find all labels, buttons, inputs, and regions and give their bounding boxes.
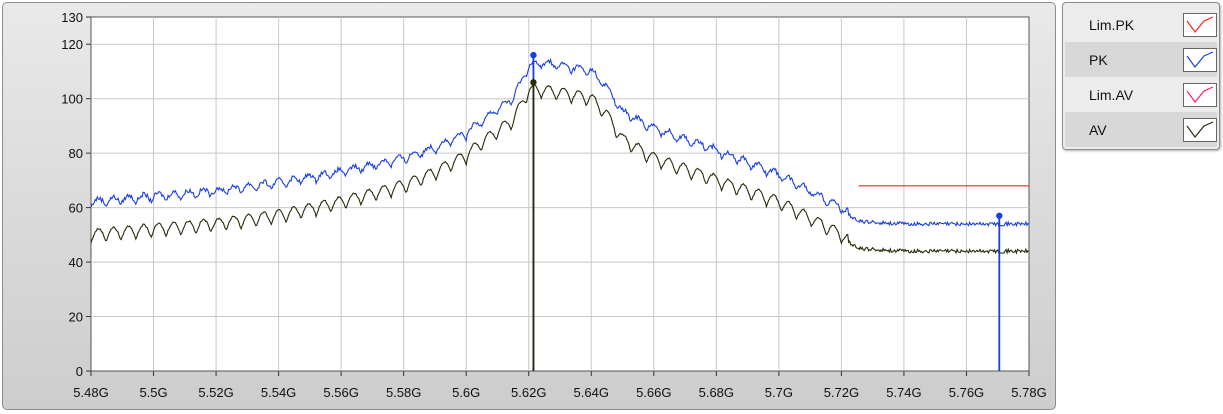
legend-line-sample <box>1186 50 1214 68</box>
y-tick-label: 0 <box>76 364 83 379</box>
series-layer <box>90 57 1030 255</box>
y-tick-label: 100 <box>61 92 83 107</box>
graph-frame: 0 20 40 60 80 100 120 130 5.48G 5.5G 5.52G 5.54G 5.5… <box>2 2 1056 410</box>
marker-point-pk <box>996 212 1003 219</box>
marker-point-pk <box>530 51 537 59</box>
marker-point-av <box>530 79 537 86</box>
legend-swatch-icon <box>1183 117 1217 142</box>
legend-swatch-icon <box>1183 47 1217 72</box>
x-tick-label: 5.64G <box>574 385 609 400</box>
series-pk-line <box>90 57 1030 228</box>
spectrum-plot[interactable]: 0 20 40 60 80 100 120 130 5.48G 5.5G 5.52G 5.54G 5.5… <box>3 3 1057 411</box>
legend-line-sample <box>1186 85 1214 103</box>
legend-line-sample <box>1186 120 1214 138</box>
y-tick-label: 120 <box>61 37 83 52</box>
legend-item-av[interactable]: AV <box>1065 112 1217 147</box>
legend-label: Lim.AV <box>1089 86 1134 103</box>
x-tick-label: 5.66G <box>636 385 671 400</box>
series-av-line <box>90 84 1030 255</box>
x-tick-label: 5.58G <box>386 385 421 400</box>
legend-line-sample <box>1186 15 1214 33</box>
x-tick-label: 5.62G <box>511 385 546 400</box>
plot-area[interactable] <box>90 16 1030 372</box>
plot-legend[interactable]: Lim.PK PK Lim.AV AV <box>1062 2 1220 150</box>
y-tick-label: 40 <box>69 255 83 270</box>
x-tick-label: 5.54G <box>261 385 296 400</box>
x-tick-label: 5.78G <box>1011 385 1046 400</box>
legend-item-lim-pk[interactable]: Lim.PK <box>1065 7 1217 42</box>
legend-label: Lim.PK <box>1089 16 1135 33</box>
x-tick-label: 5.6G <box>452 385 480 400</box>
legend-swatch-icon <box>1183 82 1217 107</box>
x-tick-label: 5.76G <box>949 385 984 400</box>
y-tick-label: 20 <box>69 310 83 325</box>
axes: 0 20 40 60 80 100 120 130 5.48G 5.5G 5.52G 5.54G 5.5… <box>61 10 1046 400</box>
x-tick-label: 5.48G <box>73 385 108 400</box>
legend-swatch-icon <box>1183 12 1217 37</box>
x-tick-label: 5.7G <box>765 385 793 400</box>
x-tick-label: 5.5G <box>139 385 167 400</box>
y-tick-label: 130 <box>61 10 83 25</box>
x-tick-label: 5.52G <box>198 385 233 400</box>
x-tick-label: 5.56G <box>323 385 358 400</box>
y-tick-label: 60 <box>69 201 83 216</box>
x-tick-label: 5.74G <box>886 385 921 400</box>
x-tick-label: 5.68G <box>699 385 734 400</box>
y-tick-label: 80 <box>69 146 83 161</box>
cursor-markers <box>530 51 1003 371</box>
legend-label: AV <box>1089 121 1107 138</box>
legend-label: PK <box>1089 51 1108 68</box>
x-tick-label: 5.72G <box>824 385 859 400</box>
legend-item-pk[interactable]: PK <box>1065 42 1217 77</box>
legend-item-lim-av[interactable]: Lim.AV <box>1065 77 1217 112</box>
grid-lines <box>91 17 1029 371</box>
